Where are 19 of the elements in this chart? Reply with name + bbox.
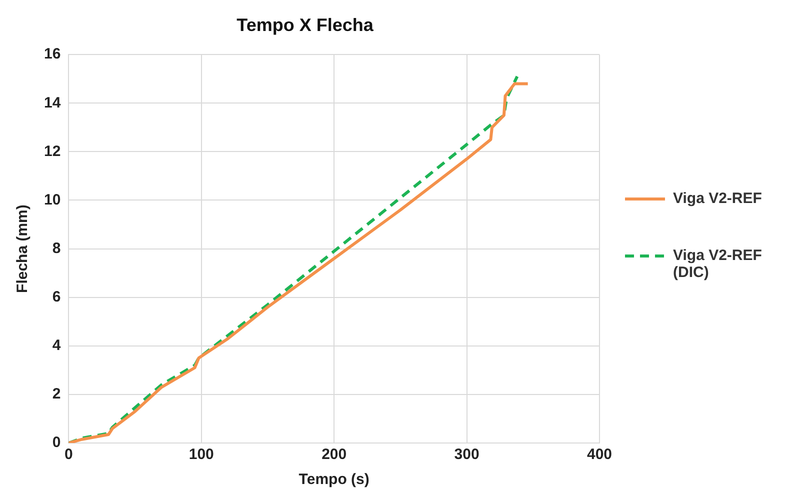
x-tick-label: 400 — [586, 446, 612, 464]
chart-title: Tempo X Flecha — [236, 14, 374, 35]
y-tick-label: 6 — [52, 288, 61, 306]
y-tick-label: 0 — [52, 434, 61, 452]
y-tick-label: 8 — [52, 240, 61, 257]
y-tick-label: 2 — [52, 386, 61, 403]
x-tick-label: 300 — [454, 446, 480, 464]
y-tick-label: 10 — [44, 191, 61, 208]
x-tick-label: 200 — [322, 446, 347, 464]
y-tick-label: 14 — [44, 94, 62, 112]
y-tick-label: 4 — [52, 337, 62, 354]
legend-label: Viga V2-REF — [673, 190, 762, 207]
legend-label: Viga V2-REF (DIC) — [673, 247, 763, 281]
x-tick-label: 0 — [64, 446, 73, 464]
y-tick-label: 12 — [44, 142, 61, 160]
x-tick-label: 100 — [188, 446, 214, 464]
y-axis-title: Flecha (mm) — [14, 204, 32, 293]
y-tick-label: 16 — [44, 46, 61, 63]
x-axis-title: Tempo (s) — [298, 471, 370, 488]
